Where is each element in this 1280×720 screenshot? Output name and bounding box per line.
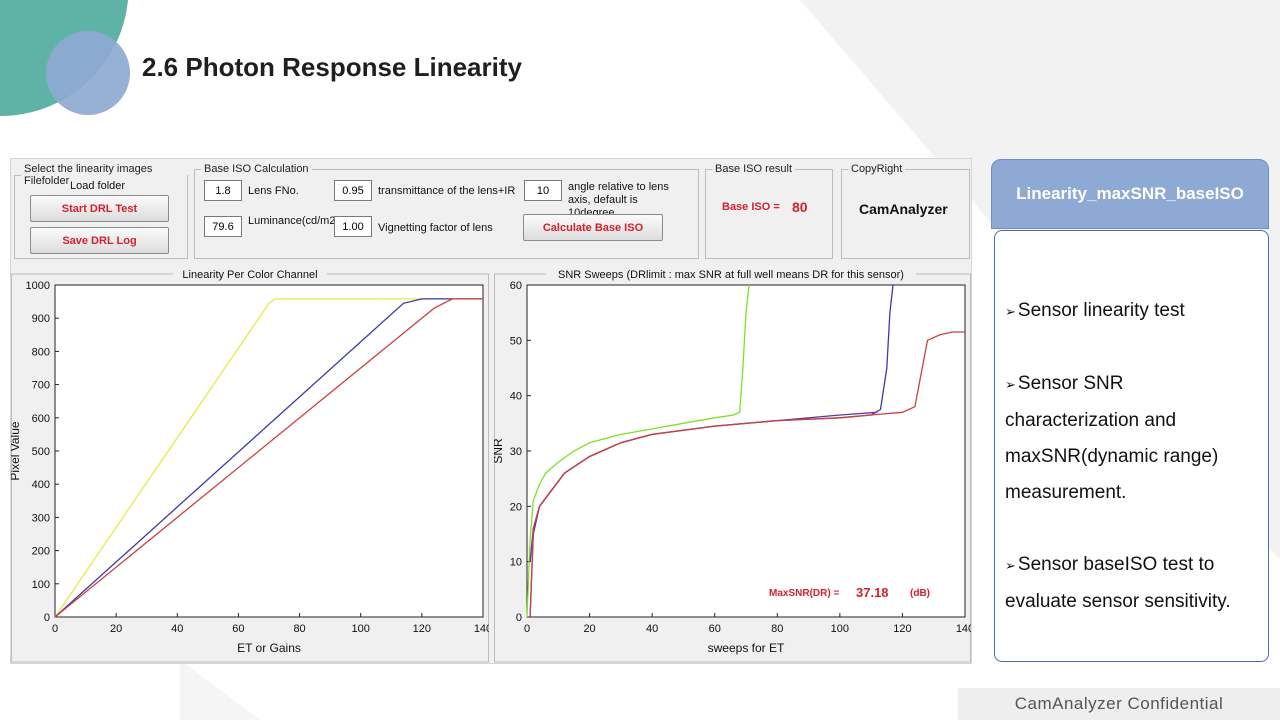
linearity-x-tick-label: 0 (52, 623, 58, 635)
snr-y-tick-label: 10 (510, 557, 522, 569)
base-iso-value: 80 (792, 199, 808, 215)
vignetting-label: Vignetting factor of lens (378, 222, 493, 234)
linearity-x-tick-label: 80 (293, 623, 305, 635)
linearity-y-tick-label: 0 (44, 612, 50, 624)
sidebar-body: ➢ Sensor linearity test ➢ Sensor SNR chara… (994, 230, 1269, 662)
arrow-bullet-icon: ➢ (1005, 304, 1016, 319)
base-iso-calc-legend: Base ISO Calculation (204, 163, 309, 175)
linearity-y-tick-label: 1000 (26, 280, 50, 292)
linearity-y-tick-label: 800 (32, 346, 50, 358)
snr-x-tick-label: 20 (583, 623, 595, 635)
linearity-x-tick-label: 40 (171, 623, 183, 635)
snr-chart: SNR Sweeps (DRlimit : max SNR at full we… (494, 267, 971, 663)
snr-y-tick-label: 0 (516, 612, 522, 624)
slide-title: 2.6 Photon Response Linearity (142, 52, 522, 82)
base-iso-result-legend: Base ISO result (715, 163, 793, 175)
snr-x-tick-label: 80 (771, 623, 783, 635)
snr-series-green (526, 284, 750, 618)
max-snr-label: MaxSNR(DR) = (769, 588, 839, 599)
copyright-legend: CopyRight (851, 163, 903, 175)
transmittance-label: transmittance of the lens+IR (378, 185, 516, 197)
sidebar-item-text: Sensor baseISO test to evaluate sensor s… (1005, 554, 1231, 612)
save-drl-log-button[interactable]: Save DRL Log (30, 227, 169, 254)
snr-x-tick-label: 60 (709, 623, 721, 635)
base-iso-calc-group: Base ISO Calculation (194, 163, 699, 259)
sidebar-item-text: Sensor linearity test (1017, 300, 1185, 321)
base-iso-label: Base ISO = (722, 201, 780, 213)
linearity-x-tick-label: 20 (110, 623, 122, 635)
snr-xlabel: sweeps for ET (708, 641, 785, 655)
linearity-chart-title: Linearity Per Color Channel (182, 269, 317, 281)
snr-y-tick-label: 50 (510, 335, 522, 347)
sidebar-item: ➢ Sensor baseISO test to evaluate sensor … (1005, 547, 1260, 620)
snr-x-tick-label: 100 (831, 623, 849, 635)
snr-chart-title: SNR Sweeps (DRlimit : max SNR at full we… (558, 269, 904, 281)
app-window: Select the linearity images Filefolder L… (10, 158, 972, 664)
snr-x-tick-label: 140 (956, 623, 971, 635)
snr-x-tick-label: 120 (893, 623, 911, 635)
linearity-x-tick-label: 120 (413, 623, 431, 635)
linearity-x-tick-label: 100 (352, 623, 370, 635)
linearity-series-red (54, 298, 483, 618)
linearity-y-tick-label: 500 (32, 446, 50, 458)
linearity-xlabel: ET or Gains (237, 641, 301, 655)
start-drl-test-button[interactable]: Start DRL Test (30, 195, 169, 222)
luminance-label: Luminance(cd/m2) (248, 215, 340, 227)
snr-y-tick-label: 20 (510, 501, 522, 513)
linearity-y-tick-label: 400 (32, 479, 50, 491)
linearity-y-tick-label: 900 (32, 313, 50, 325)
linearity-y-tick-label: 600 (32, 413, 50, 425)
snr-y-tick-label: 40 (510, 391, 522, 403)
filefolder-group: Select the linearity images Filefolder (14, 163, 188, 259)
snr-ylabel: SNR (494, 438, 505, 464)
footer-confidential: CamAnalyzer Confidential (958, 688, 1280, 720)
sidebar-header: Linearity_maxSNR_baseISO (991, 159, 1269, 229)
copyright-group: CopyRight (841, 163, 970, 259)
vignetting-input[interactable]: 1.00 (334, 216, 372, 237)
filefolder-legend: Select the linearity images Filefolder (24, 163, 153, 187)
snr-y-tick-label: 30 (510, 446, 522, 458)
linearity-y-tick-label: 200 (32, 546, 50, 558)
sidebar-item: ➢ Sensor linearity test (1005, 293, 1260, 330)
sidebar-item: ➢ Sensor SNR characterization and maxSNR(… (1005, 366, 1260, 511)
linearity-series-yellow (54, 298, 483, 618)
linearity-y-tick-label: 300 (32, 512, 50, 524)
snr-series-red (529, 331, 965, 618)
snr-x-tick-label: 0 (524, 623, 530, 635)
max-snr-value: 37.18 (856, 585, 889, 600)
sidebar-item-text: Sensor SNR characterization and maxSNR(d… (1005, 373, 1219, 503)
arrow-bullet-icon: ➢ (1005, 377, 1016, 392)
base-iso-result-group: Base ISO result (705, 163, 833, 259)
max-snr-unit: (dB) (910, 588, 930, 599)
lens-fno-input[interactable]: 1.8 (204, 180, 242, 201)
copyright-text: CamAnalyzer (859, 201, 948, 217)
calculate-base-iso-button[interactable]: Calculate Base ISO (523, 214, 663, 241)
linearity-ylabel: Pixel Value (11, 421, 22, 480)
lens-fno-label: Lens FNo. (248, 185, 299, 197)
transmittance-input[interactable]: 0.95 (334, 180, 372, 201)
linearity-x-tick-label: 140 (474, 623, 489, 635)
snr-x-tick-label: 40 (646, 623, 658, 635)
linearity-y-tick-label: 700 (32, 380, 50, 392)
load-folder-label: Load folder (70, 180, 126, 192)
linearity-x-tick-label: 60 (232, 623, 244, 635)
luminance-input[interactable]: 79.6 (204, 216, 242, 237)
linearity-y-tick-label: 100 (32, 579, 50, 591)
linearity-chart: Linearity Per Color Channel 0 20 40 60 80 100… (11, 267, 489, 663)
angle-input[interactable]: 10 (524, 180, 562, 201)
arrow-bullet-icon: ➢ (1005, 558, 1016, 573)
snr-y-tick-label: 60 (510, 280, 522, 292)
